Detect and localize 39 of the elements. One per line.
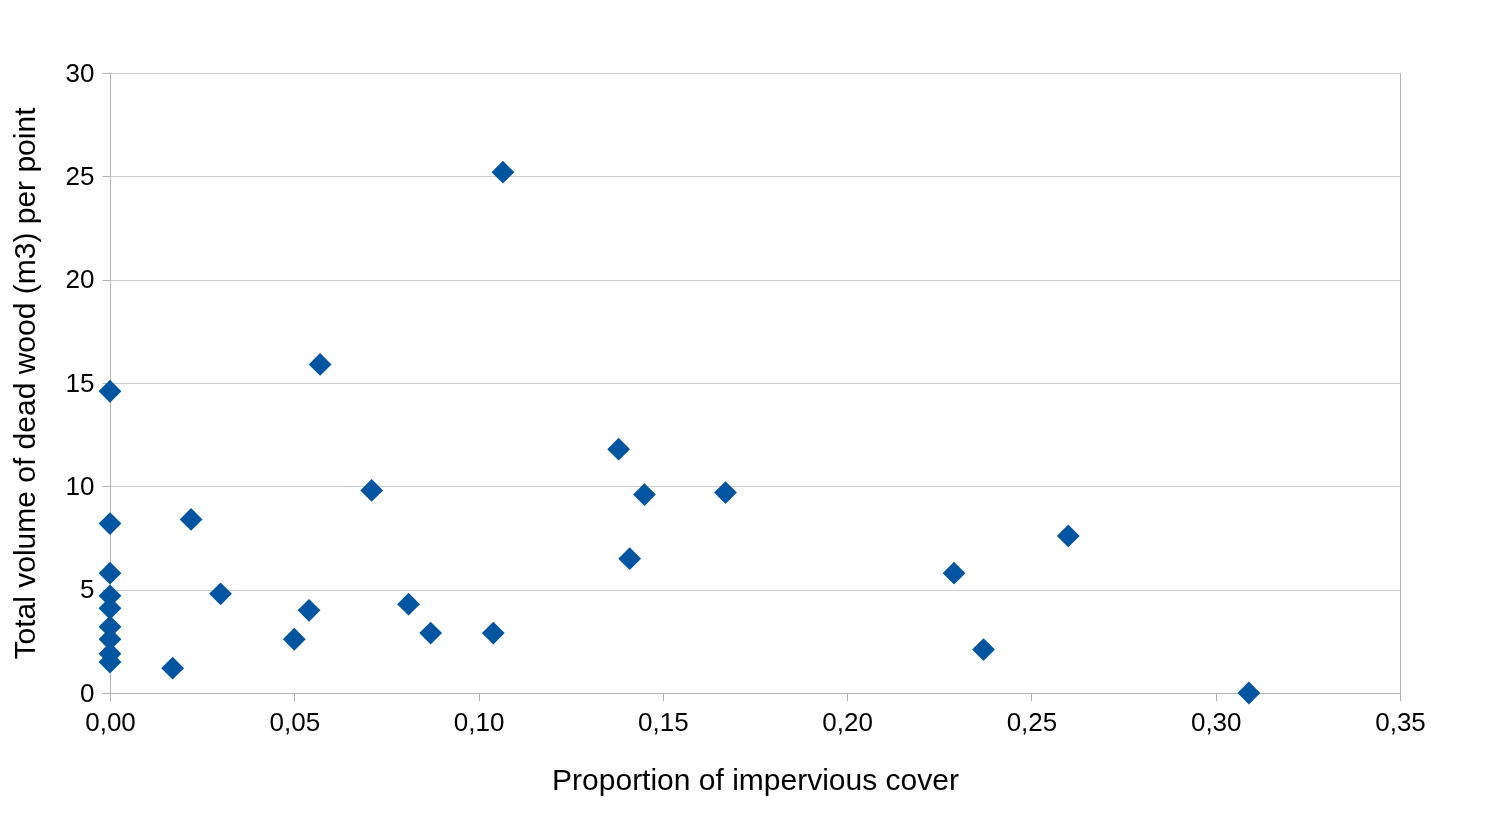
point [942,561,966,585]
point [714,481,737,504]
y-tick-label: 0 [80,677,95,708]
point [179,508,203,531]
point [98,512,122,535]
point [419,621,443,645]
point [282,627,306,651]
point [308,353,332,376]
x-tick-label: 0,30 [1190,706,1242,737]
point [98,379,122,403]
point [209,582,232,606]
y-tick-label: 5 [80,574,95,605]
x-tick-label: 0,15 [638,706,689,737]
point [1056,524,1080,548]
x-tick-label: 0,20 [822,706,873,737]
x-tick-label: 0,05 [269,706,321,737]
point [98,561,122,585]
y-axis-title: Total volume of dead wood (m3) per point [7,106,41,660]
point [1237,681,1261,705]
y-tick-label: 25 [65,160,95,191]
point [633,483,656,506]
x-tick-label: 0,35 [1375,706,1426,737]
y-tick-label: 10 [65,470,95,501]
y-tick-label: 15 [65,367,95,398]
point [607,437,631,461]
x-tick-label: 0,10 [453,706,505,737]
point [491,160,515,184]
y-tick-label: 20 [65,264,95,295]
point [972,638,995,661]
point [397,592,420,616]
point [481,621,505,645]
x-axis-title: Proportion of impervious cover [552,762,959,796]
x-tick-label: 0,25 [1006,706,1058,737]
point [297,598,321,622]
y-tick-label: 30 [65,57,95,88]
point [161,656,185,680]
x-tick-label: 0,00 [85,706,136,737]
point [618,547,642,571]
point [360,479,384,502]
